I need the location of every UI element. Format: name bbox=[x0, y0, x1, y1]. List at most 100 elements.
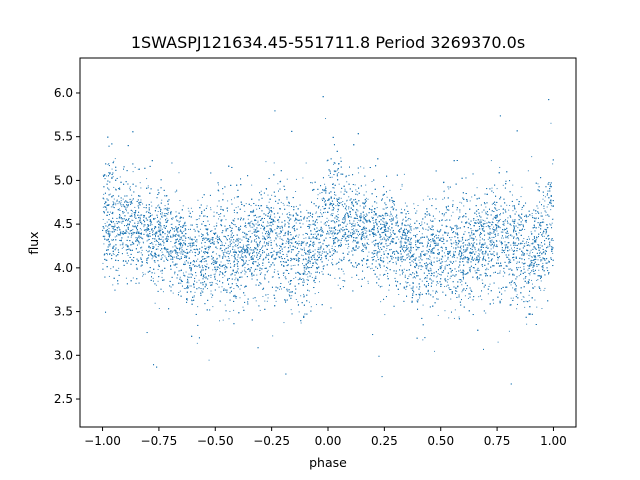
scatter-point bbox=[368, 251, 370, 253]
scatter-point bbox=[204, 253, 206, 255]
scatter-point bbox=[479, 258, 481, 260]
scatter-point bbox=[184, 251, 186, 253]
scatter-point bbox=[336, 198, 338, 200]
scatter-point bbox=[356, 222, 358, 224]
scatter-point bbox=[127, 254, 129, 256]
scatter-point bbox=[196, 224, 198, 226]
scatter-point bbox=[507, 217, 509, 219]
scatter-point bbox=[176, 233, 178, 235]
scatter-point bbox=[405, 242, 407, 244]
scatter-point bbox=[344, 220, 346, 222]
scatter-point bbox=[405, 238, 407, 240]
scatter-point bbox=[419, 292, 421, 294]
scatter-point bbox=[354, 184, 356, 186]
scatter-point bbox=[244, 270, 246, 272]
scatter-point bbox=[477, 229, 479, 231]
scatter-point bbox=[476, 216, 478, 218]
scatter-point bbox=[259, 215, 261, 217]
scatter-point bbox=[125, 277, 127, 279]
scatter-point bbox=[499, 270, 501, 272]
scatter-point bbox=[219, 273, 221, 275]
scatter-point bbox=[142, 272, 144, 274]
scatter-point bbox=[443, 190, 445, 192]
scatter-point bbox=[383, 236, 385, 238]
scatter-point bbox=[218, 274, 220, 276]
scatter-point bbox=[334, 222, 336, 224]
scatter-point bbox=[246, 246, 248, 248]
scatter-point bbox=[174, 191, 176, 193]
scatter-point bbox=[314, 261, 316, 263]
scatter-point bbox=[532, 260, 534, 262]
scatter-point bbox=[547, 246, 549, 248]
scatter-point bbox=[397, 220, 399, 222]
scatter-point bbox=[542, 198, 544, 200]
scatter-point bbox=[225, 242, 227, 244]
scatter-point bbox=[190, 269, 192, 271]
scatter-point bbox=[138, 203, 140, 205]
scatter-point bbox=[131, 234, 133, 236]
scatter-point bbox=[439, 273, 441, 275]
scatter-point bbox=[274, 229, 276, 231]
scatter-point bbox=[221, 271, 223, 273]
scatter-point bbox=[401, 241, 403, 243]
scatter-point bbox=[377, 229, 379, 231]
scatter-point bbox=[427, 241, 429, 243]
scatter-point bbox=[216, 257, 218, 259]
scatter-point bbox=[492, 299, 494, 301]
scatter-point bbox=[434, 218, 436, 220]
scatter-point bbox=[445, 264, 447, 266]
scatter-point bbox=[187, 261, 189, 263]
scatter-point bbox=[229, 310, 231, 312]
scatter-point bbox=[530, 243, 532, 245]
scatter-point bbox=[224, 255, 226, 257]
scatter-point bbox=[455, 224, 457, 226]
scatter-point bbox=[160, 222, 162, 224]
scatter-point bbox=[406, 239, 408, 241]
scatter-point bbox=[110, 206, 112, 208]
scatter-point bbox=[451, 236, 453, 238]
scatter-point bbox=[309, 272, 311, 274]
scatter-point bbox=[421, 233, 423, 235]
scatter-point bbox=[261, 246, 263, 248]
scatter-point bbox=[158, 228, 160, 230]
scatter-point bbox=[185, 271, 187, 273]
scatter-point bbox=[304, 216, 306, 218]
scatter-point bbox=[452, 200, 454, 202]
scatter-point bbox=[122, 232, 124, 234]
scatter-point bbox=[174, 256, 176, 258]
scatter-point bbox=[472, 229, 474, 231]
scatter-point bbox=[233, 309, 235, 311]
scatter-point bbox=[531, 156, 533, 158]
scatter-point bbox=[215, 237, 217, 239]
scatter-point bbox=[385, 240, 387, 242]
scatter-point bbox=[429, 250, 431, 252]
scatter-point bbox=[393, 207, 395, 209]
scatter-point bbox=[160, 255, 162, 257]
scatter-point bbox=[422, 339, 424, 341]
scatter-point bbox=[162, 236, 164, 238]
scatter-point bbox=[295, 276, 297, 278]
scatter-point bbox=[471, 230, 473, 232]
scatter-point bbox=[187, 276, 189, 278]
scatter-point bbox=[195, 219, 197, 221]
scatter-point bbox=[283, 272, 285, 274]
scatter-point bbox=[535, 256, 537, 258]
scatter-point bbox=[430, 260, 432, 262]
scatter-point bbox=[506, 204, 508, 206]
scatter-point bbox=[325, 118, 327, 120]
scatter-point bbox=[321, 250, 323, 252]
scatter-point bbox=[478, 253, 480, 255]
scatter-point bbox=[527, 265, 529, 267]
scatter-point bbox=[164, 238, 166, 240]
scatter-point bbox=[293, 278, 295, 280]
scatter-point bbox=[340, 242, 342, 244]
scatter-point bbox=[186, 287, 188, 289]
scatter-point bbox=[116, 229, 118, 231]
scatter-point bbox=[113, 160, 115, 162]
scatter-point bbox=[340, 202, 342, 204]
scatter-point bbox=[465, 250, 467, 252]
scatter-point bbox=[288, 205, 290, 207]
scatter-point bbox=[227, 247, 229, 249]
scatter-point bbox=[444, 261, 446, 263]
scatter-point bbox=[527, 282, 529, 284]
